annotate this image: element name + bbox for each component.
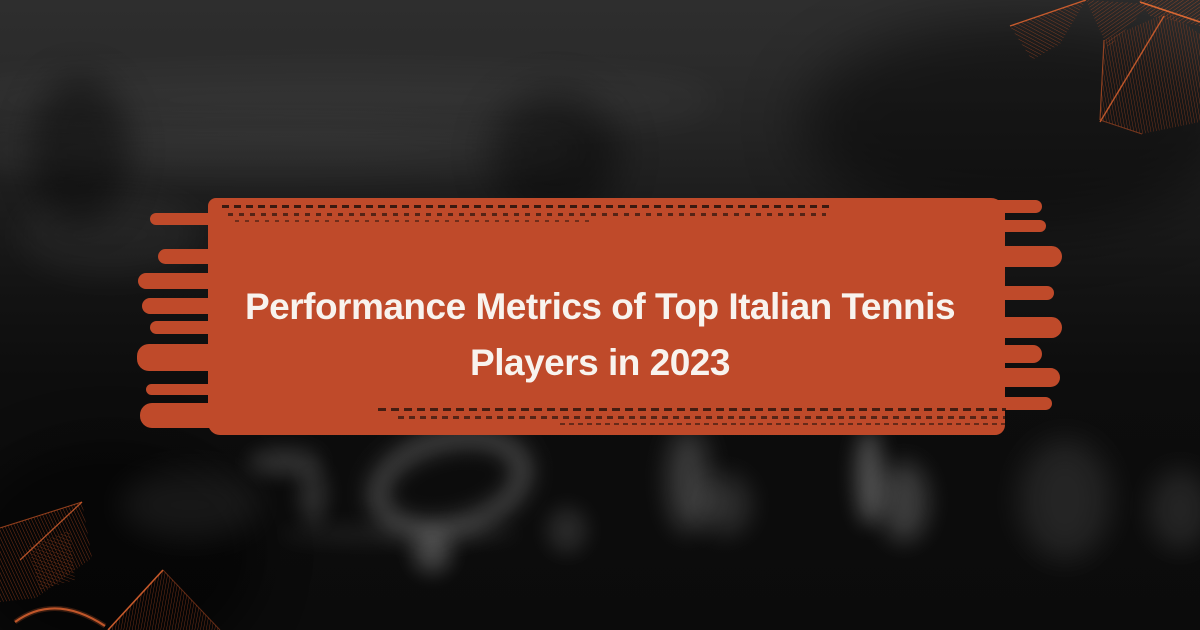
brush-speckle: [560, 423, 1008, 425]
title-line-1: Performance Metrics of Top Italian Tenni…: [244, 286, 956, 327]
brush-speckle: [162, 418, 204, 423]
background-blur-blob: [413, 534, 451, 572]
brush-speckle: [235, 220, 595, 222]
background-blur-blob: [280, 524, 520, 544]
background-blur-blob: [856, 430, 882, 525]
background-blur-blob: [548, 508, 586, 553]
banner-body: [208, 198, 1005, 435]
background-blur-blob: [668, 428, 708, 533]
background-blur-blob: [880, 462, 928, 542]
background-blur-band: [0, 70, 720, 130]
brush-speckle: [398, 416, 1008, 419]
background-blur-blob: [700, 475, 750, 535]
mesh-facets: [1009, 0, 1200, 135]
title-line-2: Players in 2023: [470, 342, 730, 383]
brush-streak: [146, 384, 254, 395]
background-blur-blob: [248, 450, 320, 474]
background-blur-blob: [1150, 470, 1200, 550]
background-blur-band: [0, 125, 580, 175]
background-dark-shape: [30, 75, 130, 225]
background-blur-blob: [300, 466, 326, 524]
background-blur-blob: [120, 470, 260, 540]
brush-speckle: [180, 221, 210, 225]
page-title: Performance Metrics of Top Italian Tenni…: [0, 279, 1200, 391]
brush-speckle: [378, 408, 1006, 411]
mesh-facets: [0, 501, 221, 630]
mesh-graphic-top-right: [1009, 0, 1200, 135]
brush-speckle: [222, 205, 830, 208]
mesh-graphic-bottom-left: [0, 501, 221, 630]
brush-speckle: [228, 213, 826, 216]
background-blur-blob: [1020, 440, 1110, 560]
